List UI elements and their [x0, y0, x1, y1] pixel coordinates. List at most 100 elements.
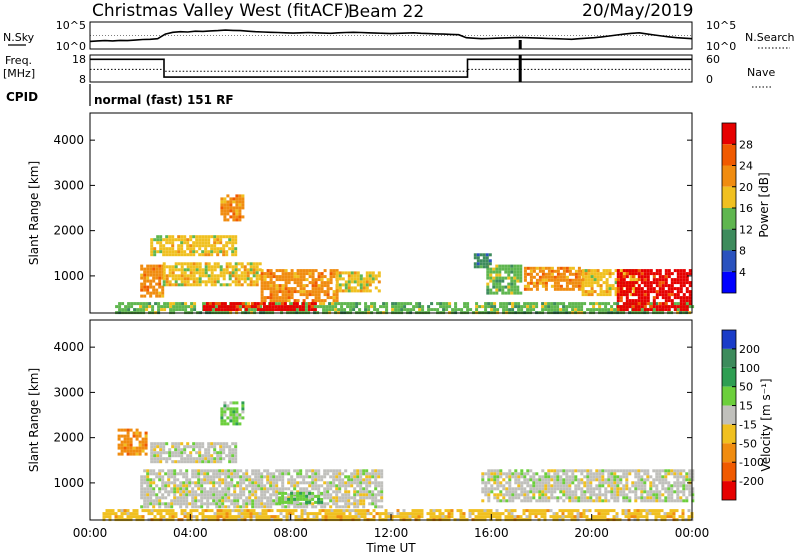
- scatter-cell: [331, 302, 335, 306]
- scatter-cell: [238, 200, 242, 204]
- scatter-cell: [487, 472, 491, 476]
- scatter-cell: [263, 275, 267, 279]
- scatter-cell: [240, 277, 244, 281]
- scatter-cell: [180, 277, 184, 281]
- scatter-cell: [565, 496, 569, 500]
- scatter-cell: [365, 481, 369, 485]
- scatter-cell: [346, 305, 350, 309]
- scatter-cell: [658, 290, 662, 294]
- scatter-cell: [356, 469, 360, 473]
- scatter-cell: [216, 515, 220, 519]
- scatter-cell: [667, 487, 671, 491]
- scatter-cell: [604, 478, 608, 482]
- scatter-cell: [655, 496, 659, 500]
- colorbar-frame: [721, 329, 737, 501]
- scatter-cell: [161, 484, 165, 488]
- scatter-cell: [329, 296, 333, 300]
- scatter-cell: [212, 472, 216, 476]
- scatter-cell: [550, 269, 554, 273]
- scatter-cell: [639, 509, 643, 513]
- scatter-cell: [528, 512, 532, 516]
- scatter-cell: [189, 271, 193, 275]
- scatter-cell: [220, 308, 224, 312]
- scatter-cell: [284, 296, 288, 300]
- scatter-cell: [691, 496, 695, 500]
- scatter-cell: [245, 484, 249, 488]
- scatter-cell: [460, 308, 464, 312]
- scatter-cell: [287, 272, 291, 276]
- scatter-cell: [619, 281, 623, 285]
- scatter-cell: [544, 272, 548, 276]
- scatter-cell: [302, 502, 306, 506]
- scatter-cell: [516, 270, 520, 274]
- scatter-cell: [220, 197, 224, 201]
- scatter-cell: [556, 266, 560, 270]
- scatter-cell: [344, 481, 348, 485]
- scatter-cell: [152, 264, 156, 268]
- scatter-cell: [482, 262, 486, 266]
- scatter-cell: [189, 268, 193, 272]
- scatter-cell: [234, 274, 238, 278]
- scatter-cell: [281, 490, 285, 494]
- scatter-cell: [185, 499, 189, 503]
- scatter-cell: [615, 512, 619, 516]
- scatter-cell: [126, 434, 130, 438]
- scatter-cell: [362, 496, 366, 500]
- scatter-cell: [379, 305, 383, 309]
- scatter-cell: [608, 293, 612, 297]
- scatter-cell: [239, 484, 243, 488]
- scatter-cell: [177, 244, 181, 248]
- scatter-cell: [180, 265, 184, 269]
- scatter-cell: [311, 269, 315, 273]
- scatter-cell: [625, 272, 629, 276]
- scatter-cell: [123, 446, 127, 450]
- scatter-cell: [613, 481, 617, 485]
- scatter-cell: [308, 269, 312, 273]
- scatter-cell: [664, 472, 668, 476]
- scatter-cell: [380, 490, 384, 494]
- scatter-cell: [574, 469, 578, 473]
- scatter-cell: [356, 493, 360, 497]
- colorbar-segment: [722, 367, 736, 387]
- scatter-cell: [672, 512, 676, 516]
- scatter-cell: [146, 270, 150, 274]
- scatter-cell: [143, 502, 147, 506]
- scatter-cell: [329, 275, 333, 279]
- scatter-cell: [371, 274, 375, 278]
- scatter-cell: [553, 478, 557, 482]
- scatter-cell: [231, 244, 235, 248]
- scatter-cell: [298, 305, 302, 309]
- scatter-cell: [661, 287, 665, 291]
- scatter-cell: [198, 283, 202, 287]
- scatter-cell: [272, 475, 276, 479]
- scatter-cell: [377, 289, 381, 293]
- scatter-cell: [235, 308, 239, 312]
- scatter-cell: [251, 484, 255, 488]
- scatter-cell: [380, 496, 384, 500]
- scatter-cell: [293, 502, 297, 506]
- scatter-cell: [328, 308, 332, 312]
- scatter-cell: [210, 280, 214, 284]
- scatter-cell: [282, 509, 286, 513]
- scatter-cell: [165, 512, 169, 516]
- scatter-cell: [181, 305, 185, 309]
- scatter-cell: [691, 472, 695, 476]
- scatter-cell: [219, 283, 223, 287]
- scatter-cell: [126, 440, 130, 444]
- scatter-cell: [541, 487, 545, 491]
- scatter-cell: [242, 490, 246, 494]
- scatter-cell: [228, 515, 232, 519]
- scatter-cell: [287, 505, 291, 509]
- scatter-cell: [596, 293, 600, 297]
- scatter-cell: [604, 469, 608, 473]
- scatter-cell: [149, 496, 153, 500]
- scatter-cell: [550, 469, 554, 473]
- scatter-cell: [213, 451, 217, 455]
- scatter-cell: [550, 478, 554, 482]
- scatter-cell: [287, 472, 291, 476]
- scatter-cell: [302, 269, 306, 273]
- scatter-cell: [338, 271, 342, 275]
- scatter-cell: [353, 289, 357, 293]
- scatter-cell: [630, 515, 634, 519]
